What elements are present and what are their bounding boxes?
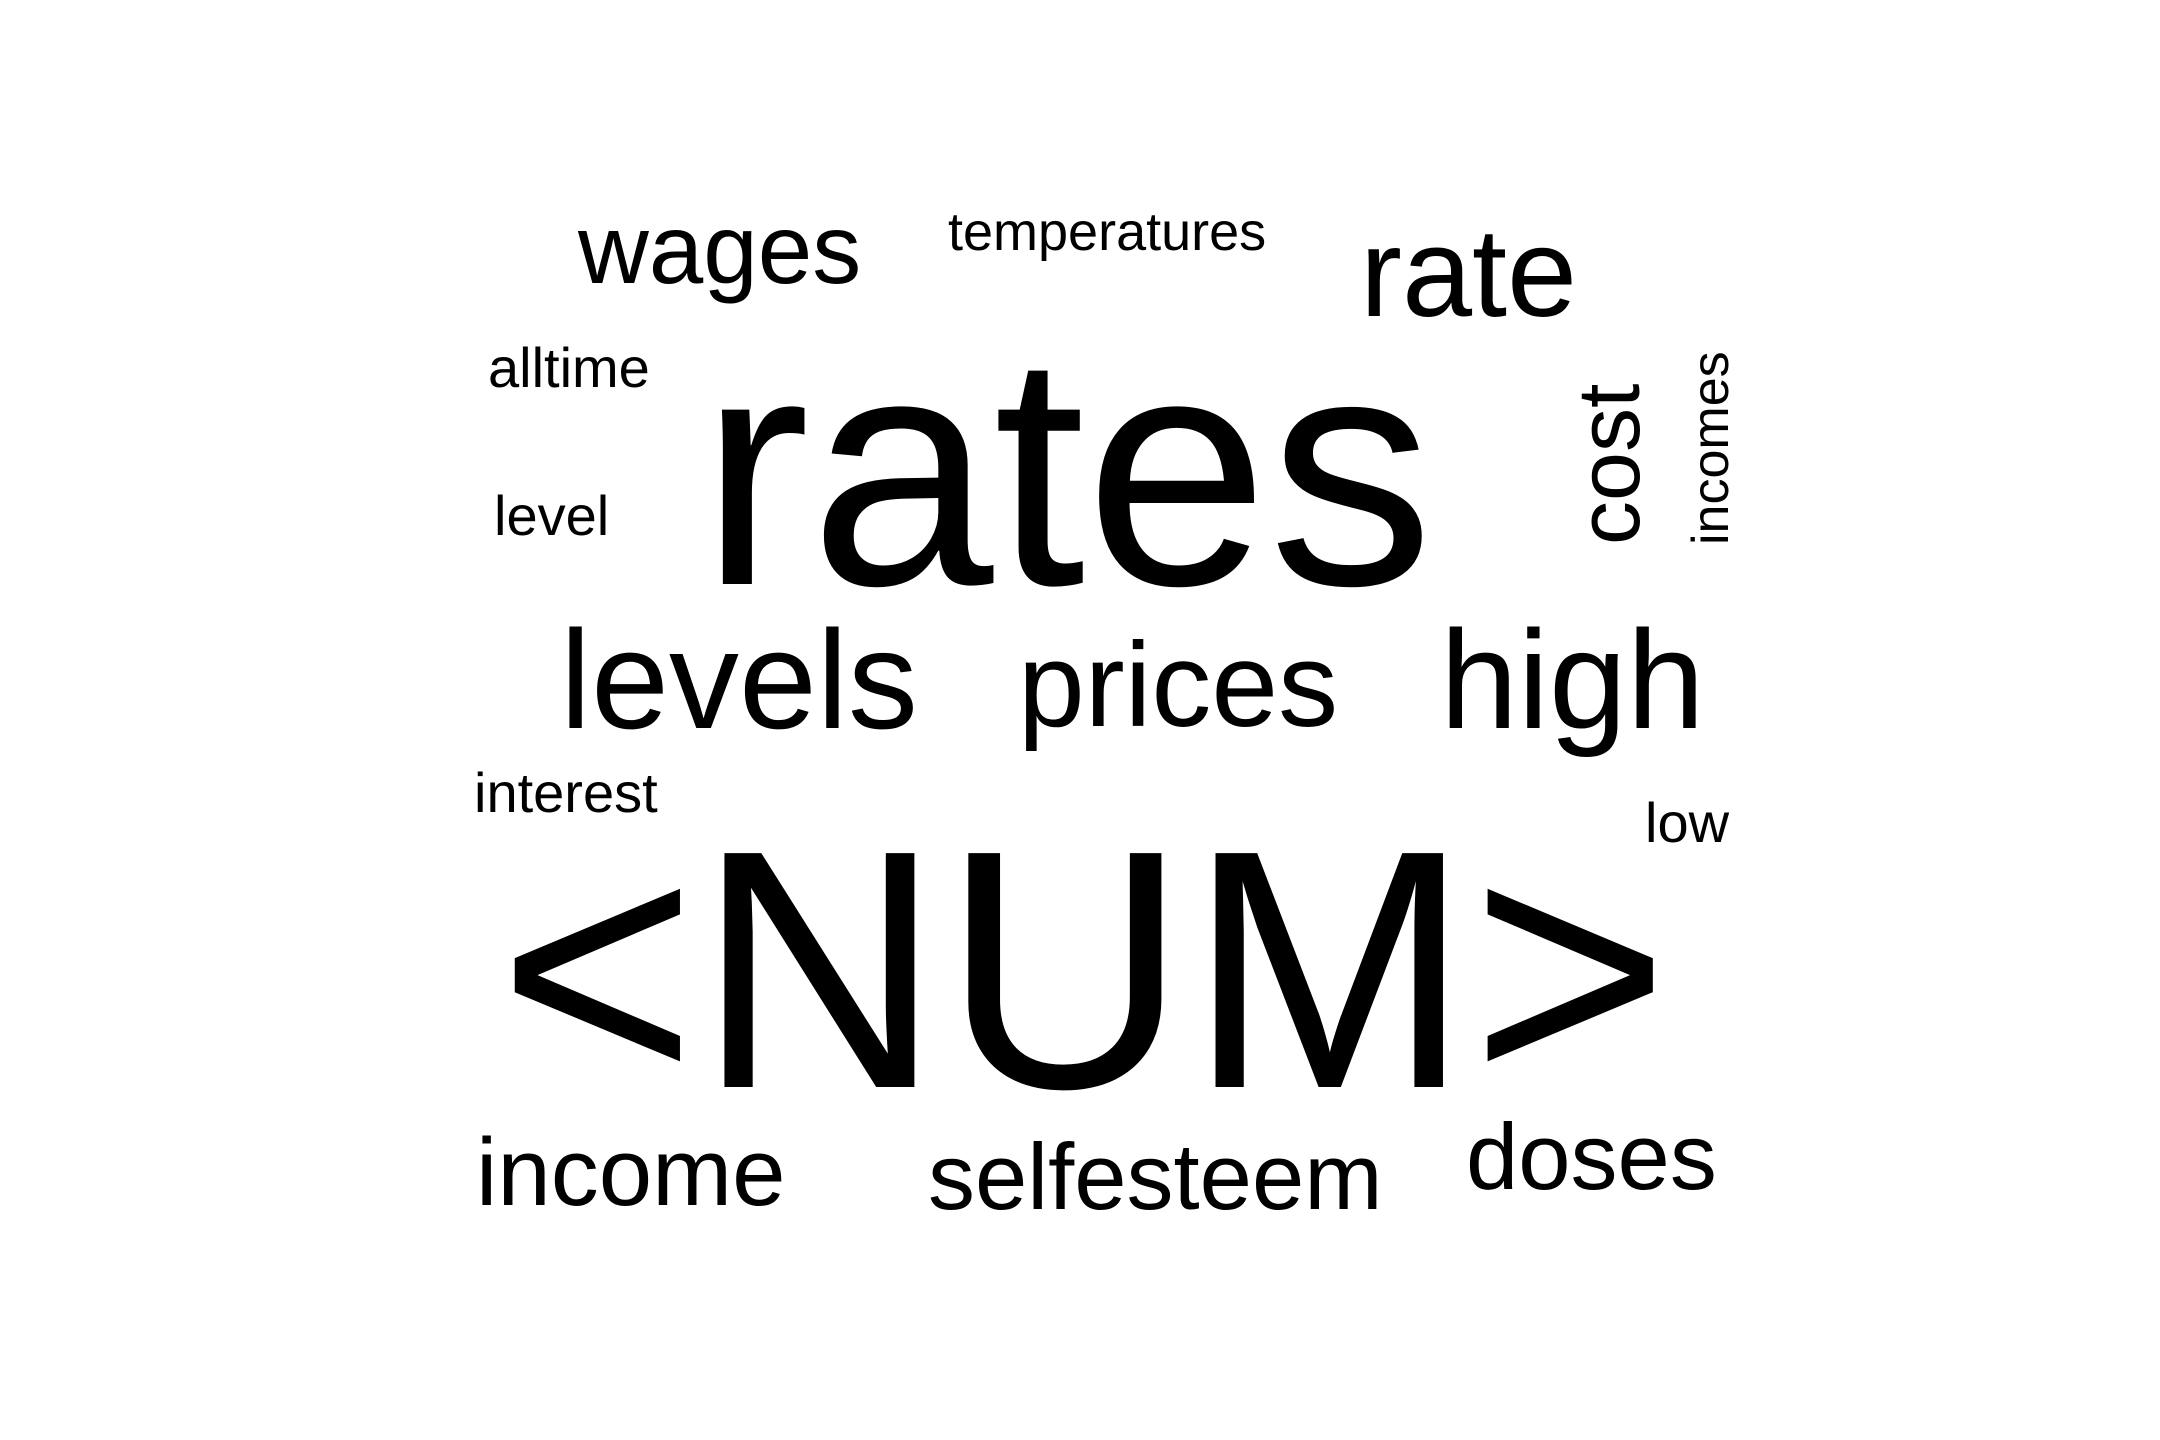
word-level: level (494, 484, 610, 547)
word-wages: wages (578, 194, 862, 304)
word-income: income (476, 1119, 786, 1226)
word-cost: cost (1559, 383, 1658, 545)
word-high: high (1440, 601, 1705, 758)
word-alltime: alltime (488, 336, 650, 399)
word-low: low (1645, 791, 1730, 854)
word-incomes: incomes (1682, 351, 1740, 545)
word-doses: doses (1466, 1104, 1717, 1209)
word-interest: interest (474, 761, 658, 824)
word-rates: rates (700, 285, 1434, 654)
word-temperatures: temperatures (948, 202, 1267, 262)
word-prices: prices (1018, 618, 1339, 752)
word-selfesteem: selfesteem (928, 1124, 1383, 1229)
word-num: <NUM> (498, 780, 1670, 1160)
word-rate: rate (1360, 202, 1578, 343)
word-levels: levels (560, 601, 918, 758)
